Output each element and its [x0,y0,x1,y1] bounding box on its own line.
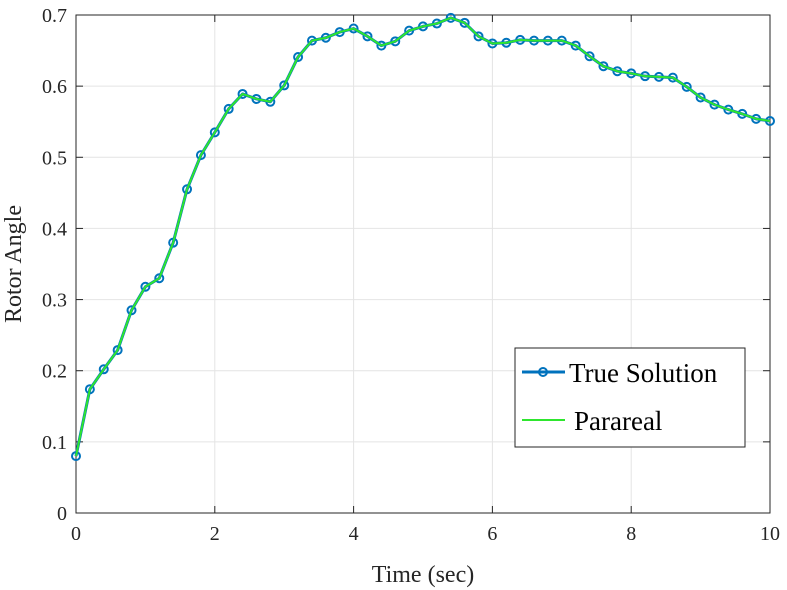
y-axis-label: Rotor Angle [1,205,27,323]
y-tick-label: 0 [57,503,67,525]
data-point-true-solution [473,31,484,42]
data-point-true-solution [98,364,109,375]
data-point-true-solution [112,345,123,356]
y-tick-label: 0.3 [42,290,67,312]
data-point-true-solution [598,61,609,72]
data-point-true-solution [223,103,234,114]
data-point-true-solution [681,81,692,92]
x-tick-label: 2 [210,523,220,545]
data-point-true-solution [459,17,470,28]
data-point-true-solution [404,25,415,36]
data-point-true-solution [237,88,248,99]
data-point-true-solution [390,36,401,47]
legend-box [514,347,746,448]
legend-entry-true-solution: True Solution [522,358,718,388]
data-point-true-solution [182,184,193,195]
y-tick-labels: 0 0.1 0.2 0.3 0.4 0.5 0.6 0.7 [42,5,67,525]
data-point-true-solution [695,92,706,103]
y-tick-label: 0.6 [42,76,67,98]
data-point-true-solution [445,12,456,23]
legend-label-parareal: Parareal [574,406,662,436]
axis-ticks [75,14,771,514]
x-tick-label: 4 [349,523,359,545]
data-point-true-solution [709,99,720,110]
data-point-true-solution [154,273,165,284]
data-point-true-solution [376,40,387,51]
data-point-true-solution [140,281,151,292]
legend-label-true-solution: True Solution [569,358,718,388]
data-point-true-solution [362,31,373,42]
legend-marker-true-solution [538,367,548,377]
y-tick-label: 0.7 [42,5,67,27]
series-line-parareal [75,16,771,457]
plot-area-frame [75,14,771,514]
y-tick-label: 0.5 [42,147,67,169]
x-tick-label: 10 [760,523,780,545]
y-tick-label: 0.4 [42,218,67,240]
data-point-true-solution [293,51,304,62]
data-point-true-solution [126,305,137,316]
x-tick-label: 6 [487,523,497,545]
y-tick-label: 0.1 [42,432,67,454]
data-point-true-solution [584,51,595,62]
legend-entry-parareal: Parareal [522,406,662,436]
x-tick-labels: 0 2 4 6 8 10 [71,523,780,545]
y-tick-label: 0.2 [42,361,67,383]
data-point-true-solution [570,40,581,51]
x-axis-label: Time (sec) [372,562,474,588]
data-point-true-solution [723,104,734,115]
data-point-true-solution [737,108,748,119]
x-tick-label: 0 [71,523,81,545]
data-point-true-solution [195,150,206,161]
x-tick-label: 8 [626,523,636,545]
data-point-true-solution [168,237,179,248]
series-layer [71,12,775,462]
legend: True Solution Parareal [514,347,746,448]
data-point-true-solution [279,80,290,91]
data-point-true-solution [209,127,220,138]
